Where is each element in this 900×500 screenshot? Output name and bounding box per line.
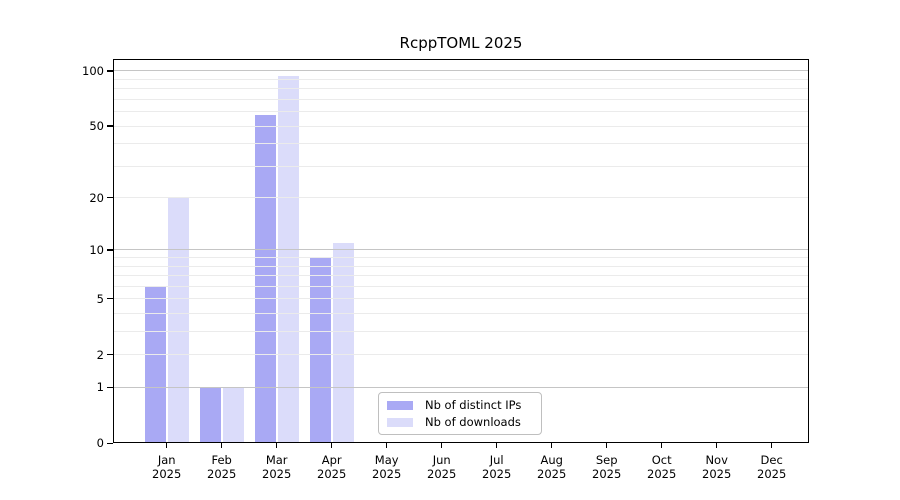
gridline-minor-4 xyxy=(113,312,809,314)
legend-item-distinct-ips: Nb of distinct IPs xyxy=(387,397,541,412)
gridline-minor-80 xyxy=(113,88,809,90)
bar-downloads-feb xyxy=(222,387,244,443)
gridline-minor-90 xyxy=(113,78,809,80)
y-tick-label-20: 20 xyxy=(89,190,104,205)
legend: Nb of distinct IPs Nb of downloads xyxy=(378,392,542,435)
gridline-minor-8 xyxy=(113,265,809,267)
x-tick-label-year-aug: 2025 xyxy=(537,467,567,481)
y-tick-label-50: 50 xyxy=(89,119,104,134)
x-tick-label-year-may: 2025 xyxy=(372,467,402,481)
x-tick-mark-aug xyxy=(550,443,553,448)
x-tick-mark-mar xyxy=(275,443,278,448)
y-tick-mark-20 xyxy=(107,196,113,199)
y-tick-mark-5 xyxy=(107,297,113,300)
x-tick-label-month-jan: Jan xyxy=(157,453,176,467)
legend-swatch-downloads xyxy=(387,417,413,427)
bar-distinct-ips-mar xyxy=(254,115,276,443)
gridline-minor-60 xyxy=(113,111,809,113)
gridline-major-10 xyxy=(113,249,809,251)
gridline-major-100 xyxy=(113,70,809,72)
x-tick-mark-may xyxy=(385,443,388,448)
x-tick-label-year-feb: 2025 xyxy=(207,467,237,481)
bar-downloads-mar xyxy=(277,76,299,443)
legend-item-downloads: Nb of downloads xyxy=(387,414,541,429)
gridline-minor-40 xyxy=(113,143,809,145)
y-tick-mark-1 xyxy=(107,386,113,389)
y-tick-mark-50 xyxy=(107,125,113,127)
gridline-minor-6 xyxy=(113,285,809,287)
y-tick-label-2: 2 xyxy=(96,347,104,362)
x-tick-mark-apr xyxy=(330,443,333,448)
x-tick-label-year-jun: 2025 xyxy=(427,467,457,481)
x-tick-label-month-mar: Mar xyxy=(265,453,288,467)
legend-swatch-distinct-ips xyxy=(387,400,413,410)
bar-distinct-ips-jan xyxy=(144,286,166,443)
gridline-minor-7 xyxy=(113,275,809,276)
y-tick-label-5: 5 xyxy=(96,291,104,306)
x-tick-label-year-oct: 2025 xyxy=(647,467,677,481)
x-tick-mark-sep xyxy=(605,443,608,448)
x-tick-label-year-mar: 2025 xyxy=(262,467,292,481)
x-tick-mark-oct xyxy=(660,443,663,448)
x-tick-label-month-apr: Apr xyxy=(321,453,342,467)
x-tick-label-month-jun: Jun xyxy=(432,453,451,467)
y-tick-label-0: 0 xyxy=(96,436,104,451)
x-tick-label-month-dec: Dec xyxy=(760,453,783,467)
gridline-minor-50 xyxy=(113,125,809,127)
x-tick-label-month-sep: Sep xyxy=(595,453,618,467)
gridline-minor-2 xyxy=(113,354,809,356)
x-tick-mark-jul xyxy=(495,443,498,448)
gridline-minor-5 xyxy=(113,298,809,300)
gridline-minor-3 xyxy=(113,330,809,332)
plot-area xyxy=(113,59,809,443)
x-tick-label-month-jul: Jul xyxy=(489,453,504,467)
x-tick-label-month-nov: Nov xyxy=(705,453,728,467)
bar-distinct-ips-feb xyxy=(199,387,221,443)
x-tick-mark-dec xyxy=(770,443,773,448)
gridline-major-1 xyxy=(113,386,809,388)
x-tick-label-month-feb: Feb xyxy=(211,453,232,467)
bar-downloads-jan xyxy=(167,197,189,443)
legend-label-downloads: Nb of downloads xyxy=(425,414,521,429)
x-tick-mark-feb xyxy=(220,443,223,448)
x-tick-label-year-apr: 2025 xyxy=(317,467,347,481)
y-tick-mark-2 xyxy=(107,353,113,356)
bar-distinct-ips-apr xyxy=(309,257,331,443)
y-tick-mark-10 xyxy=(107,249,113,251)
y-tick-label-100: 100 xyxy=(82,63,104,78)
y-tick-label-1: 1 xyxy=(96,380,104,395)
bar-downloads-apr xyxy=(332,242,354,443)
x-tick-label-month-aug: Aug xyxy=(540,453,563,467)
x-tick-mark-jan xyxy=(165,443,168,448)
x-tick-mark-jun xyxy=(440,443,443,448)
y-tick-label-10: 10 xyxy=(89,242,104,257)
x-tick-label-month-oct: Oct xyxy=(651,453,672,467)
chart-title: RcppTOML 2025 xyxy=(399,34,523,52)
x-tick-label-year-jul: 2025 xyxy=(482,467,512,481)
y-tick-mark-100 xyxy=(107,70,113,72)
x-tick-label-month-may: May xyxy=(374,453,399,467)
gridline-minor-70 xyxy=(113,98,809,100)
x-tick-label-year-dec: 2025 xyxy=(757,467,787,481)
y-tick-mark-0 xyxy=(107,442,113,445)
gridline-minor-30 xyxy=(113,165,809,167)
gridline-minor-20 xyxy=(113,197,809,199)
legend-label-distinct-ips: Nb of distinct IPs xyxy=(425,397,522,412)
x-tick-mark-nov xyxy=(715,443,718,448)
x-tick-label-year-nov: 2025 xyxy=(702,467,732,481)
gridline-minor-9 xyxy=(113,257,809,258)
x-tick-label-year-jan: 2025 xyxy=(152,467,182,481)
x-tick-label-year-sep: 2025 xyxy=(592,467,622,481)
